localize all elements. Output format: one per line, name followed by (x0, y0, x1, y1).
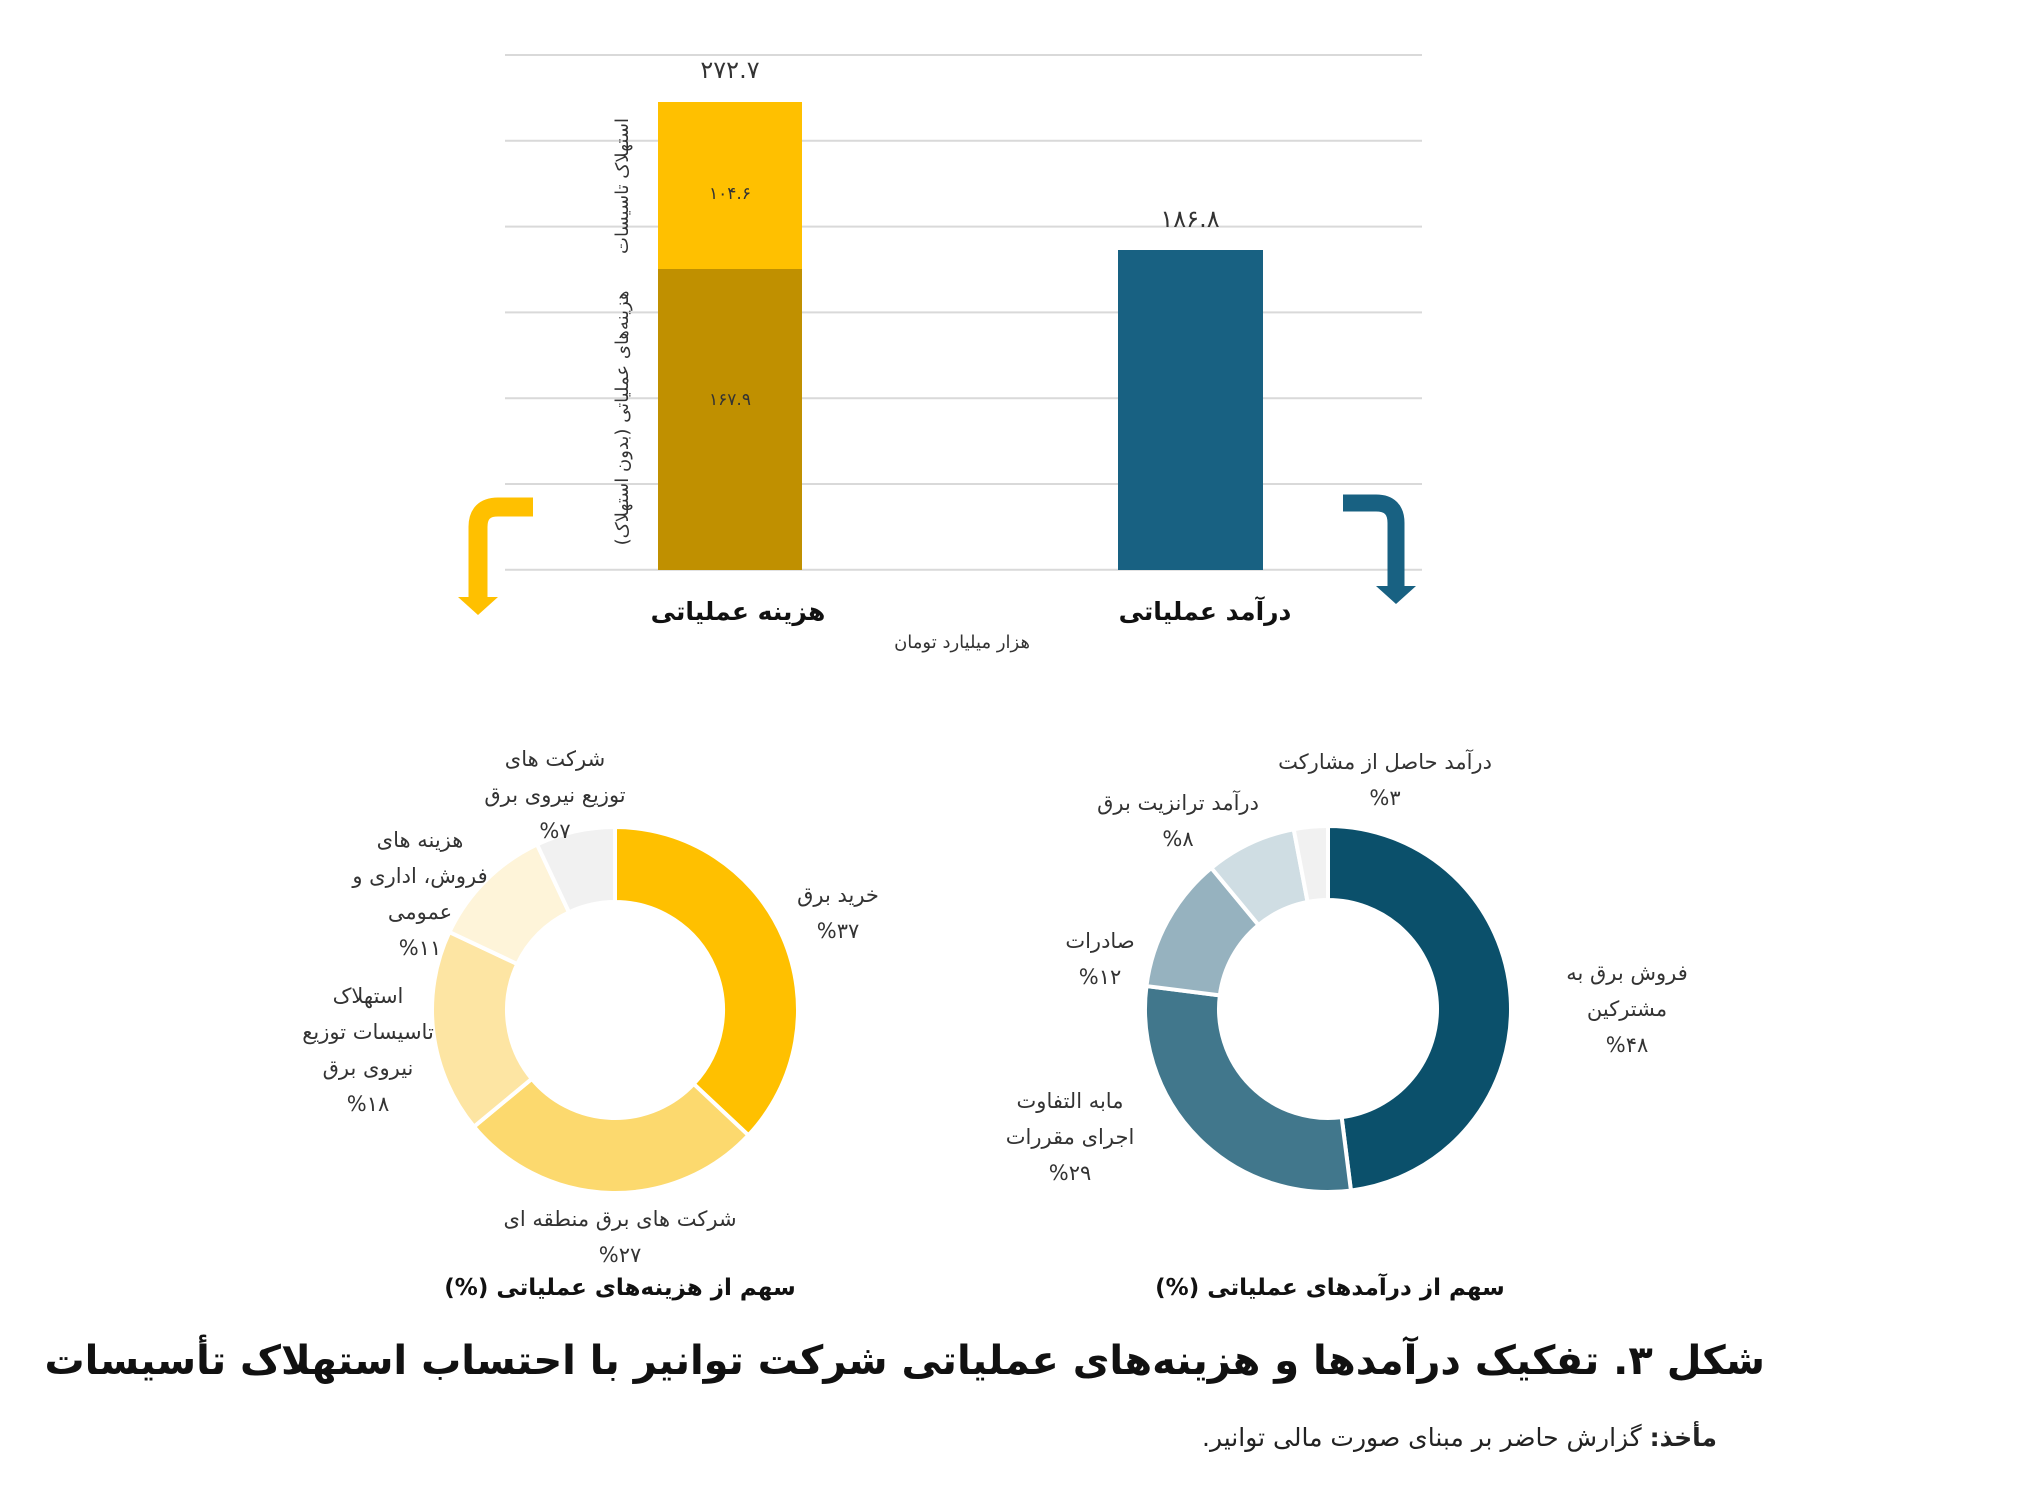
donut-slice (1326, 823, 1513, 1193)
category-label-cost: هزینه عملیاتی (651, 597, 826, 627)
segment-label-depreciation: استهلاک تاسیسات (612, 118, 633, 254)
donut-label: درآمد حاصل از مشارکت (1278, 749, 1492, 774)
donut-label: %۱۱ (399, 936, 442, 960)
donut-label: مابه التفاوت (1017, 1089, 1124, 1113)
cost-donut-labels: خرید برق %۳۷ شرکت های برق منطقه ای %۲۷ استهل… (302, 747, 879, 1267)
donut-label: %۲۹ (1049, 1161, 1092, 1185)
cost-arrow-head-icon (458, 597, 498, 615)
revenue-donut-labels: فروش برق به مشترکین %۴۸ مابه التفاوت اجرای م… (1006, 749, 1688, 1185)
donut-label: %۱۲ (1079, 965, 1122, 989)
donut-label: فروش، اداری و (351, 864, 487, 888)
donut-label: فروش برق به (1566, 961, 1688, 985)
cost-donut-title: سهم از هزینه‌های عملیاتی (%) (444, 1275, 795, 1301)
donut-label: عمومی (388, 900, 452, 924)
unit-label: هزار میلیارد تومان (894, 632, 1030, 653)
donut-slice (471, 1076, 752, 1195)
bar-cost-depreciation (658, 102, 802, 269)
figure-source: مأخذ: گزارش حاضر بر مبنای صورت مالی توان… (1202, 1423, 1717, 1452)
donut-label: اجرای مقررات (1006, 1125, 1135, 1149)
revenue-total-label: ۱۸۶.۸ (1160, 205, 1219, 233)
revenue-arrow-icon (1343, 494, 1405, 586)
donut-label: %۳ (1369, 786, 1400, 810)
donut-label: استهلاک (333, 984, 404, 1008)
source-label: مأخذ: (1649, 1423, 1717, 1452)
revenue-donut-title: سهم از درآمدهای عملیاتی (%) (1155, 1272, 1505, 1301)
bar-cost-operating (658, 269, 802, 570)
donut-label: درآمد ترانزیت برق (1097, 790, 1259, 815)
revenue-donut (1142, 823, 1513, 1195)
donut-label: %۳۷ (817, 919, 860, 943)
donut-label: %۷ (539, 819, 570, 843)
donut-label: تاسیسات توزیع (302, 1020, 434, 1044)
donut-label: %۸ (1162, 827, 1193, 851)
donut-label: %۱۸ (347, 1092, 390, 1116)
segment-label-operating: هزینه‌های عملیاتی (بدون استهلاک) (612, 291, 633, 546)
donut-label: مشترکین (1587, 997, 1667, 1021)
donut-label: %۲۷ (599, 1243, 642, 1267)
cost-total-label: ۲۷۲.۷ (700, 56, 759, 84)
donut-slice (1291, 823, 1330, 905)
donut-slice (534, 824, 617, 915)
donut-label: نیروی برق (323, 1056, 414, 1080)
gridlines (505, 54, 1422, 571)
revenue-arrow-head-icon (1376, 586, 1416, 604)
bar-revenue (1118, 250, 1263, 570)
figure-title: شکل ۳. تفکیک درآمدها و هزینه‌های عملیاتی… (44, 1338, 1765, 1384)
cost-depreciation-label: ۱۰۴.۶ (709, 184, 751, 204)
bar-chart: ۲۷۲.۷ ۱۰۴.۶ ۱۶۷.۹ ۱۸۶.۸ استهلاک تاسیسات … (458, 54, 1422, 653)
donut-slice (1142, 983, 1354, 1195)
donut-label: %۴۸ (1606, 1033, 1649, 1057)
donut-label: شرکت های برق منطقه ای (503, 1207, 736, 1231)
cost-donut (430, 824, 800, 1195)
donut-slice (613, 824, 800, 1139)
source-text: گزارش حاضر بر مبنای صورت مالی توانیر. (1202, 1423, 1650, 1452)
donut-label: هزینه های (377, 828, 464, 852)
donut-label: توزیع نیروی برق (484, 783, 625, 807)
cost-operating-label: ۱۶۷.۹ (709, 390, 751, 410)
cost-arrow-icon (468, 497, 533, 597)
donut-label: خرید برق (797, 883, 879, 907)
donut-label: صادرات (1065, 929, 1134, 953)
category-label-revenue: درآمد عملیاتی (1119, 596, 1292, 626)
donut-label: شرکت های (505, 747, 605, 771)
